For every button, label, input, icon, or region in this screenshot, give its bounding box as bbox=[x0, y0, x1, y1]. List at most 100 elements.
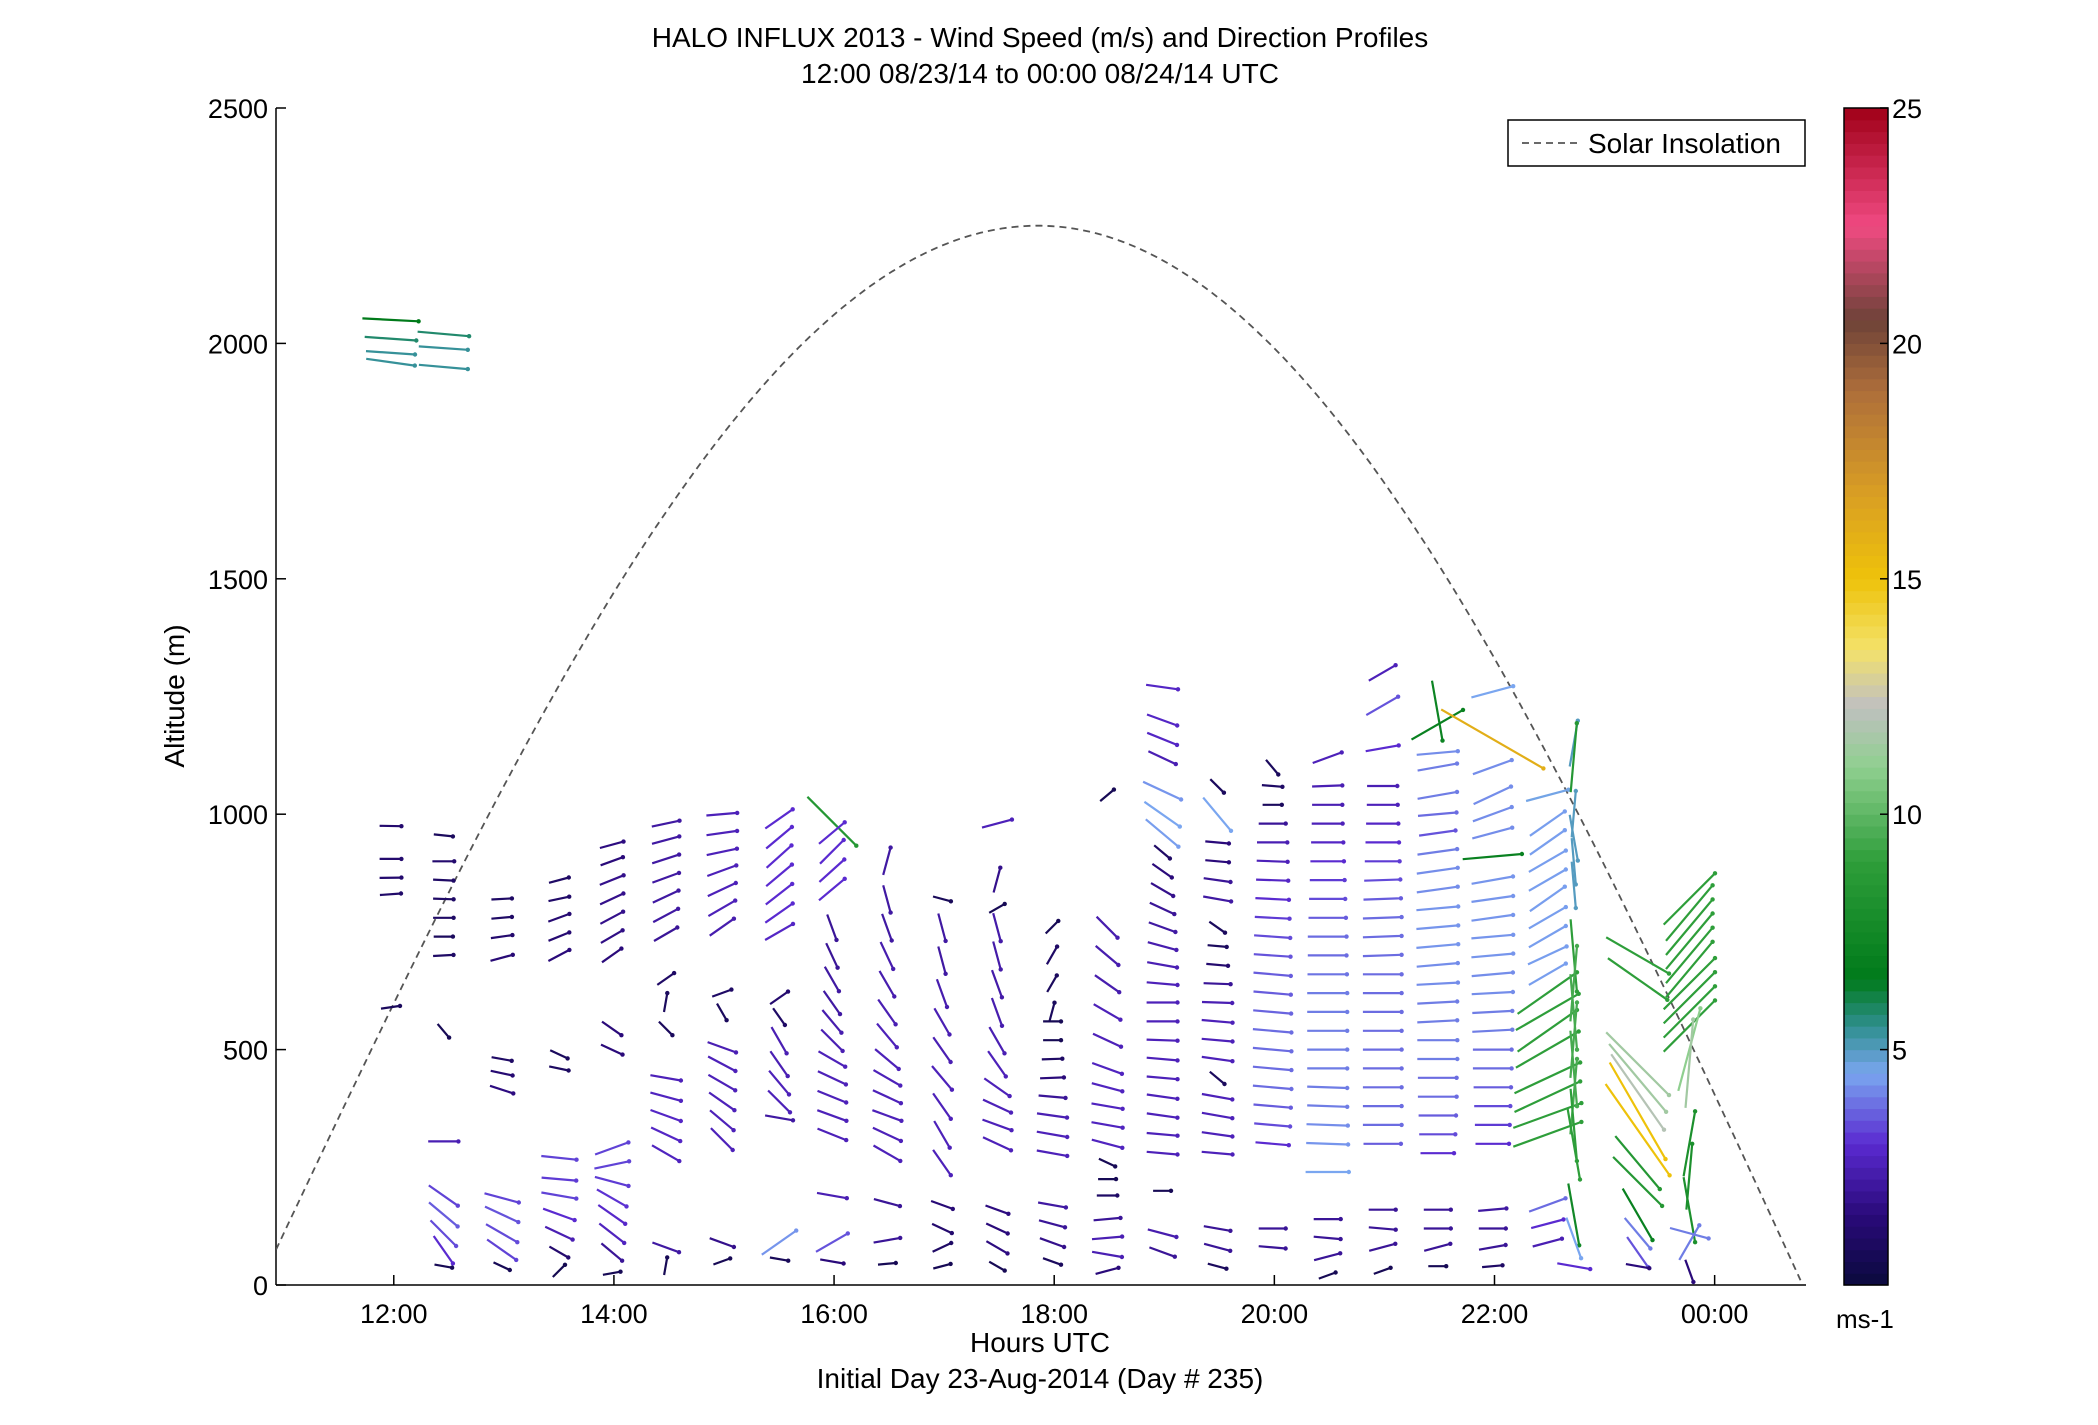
wind-arrow bbox=[1416, 866, 1458, 875]
wind-arrow bbox=[1529, 810, 1566, 837]
wind-arrow-head bbox=[1345, 1009, 1350, 1015]
wind-arrow bbox=[1604, 1083, 1671, 1176]
wind-arrow bbox=[1092, 1032, 1122, 1048]
wind-arrow bbox=[484, 1192, 520, 1204]
wind-arrow bbox=[1147, 941, 1177, 951]
wind-arrow bbox=[1042, 1257, 1062, 1266]
wind-arrow-head bbox=[1175, 1152, 1180, 1157]
wind-arrow bbox=[1091, 1102, 1123, 1110]
wind-arrow-head bbox=[1398, 877, 1403, 882]
wind-arrow-head bbox=[1113, 1164, 1118, 1169]
wind-arrow-head bbox=[1665, 997, 1670, 1002]
wind-arrow bbox=[1147, 1228, 1177, 1239]
wind-arrow-head bbox=[451, 878, 456, 883]
wind-arrow-head bbox=[1289, 1067, 1294, 1073]
wind-arrow-head bbox=[1111, 787, 1117, 792]
wind-arrow bbox=[1610, 1053, 1665, 1131]
wind-arrow bbox=[765, 863, 793, 888]
wind-arrow bbox=[1605, 936, 1670, 975]
wind-arrow-head bbox=[1508, 1085, 1514, 1090]
wind-arrow bbox=[1307, 1104, 1348, 1108]
wind-arrow-head bbox=[675, 925, 680, 930]
wind-arrow bbox=[1091, 1250, 1123, 1259]
wind-arrow-head bbox=[1399, 914, 1404, 920]
wind-arrow bbox=[770, 1026, 788, 1054]
wind-arrow bbox=[820, 1258, 844, 1265]
wind-arrow bbox=[1662, 872, 1716, 926]
wind-arrow bbox=[1046, 974, 1058, 993]
colorbar-band bbox=[1844, 1084, 1888, 1098]
wind-arrow-head bbox=[943, 938, 948, 944]
wind-arrow bbox=[1570, 861, 1577, 909]
wind-arrow bbox=[1516, 1009, 1578, 1053]
wind-arrow bbox=[1306, 1123, 1348, 1127]
wind-arrow-head bbox=[1230, 1020, 1235, 1025]
wind-arrow-head bbox=[620, 855, 626, 860]
colorbar-band bbox=[1844, 519, 1888, 533]
wind-arrow-head bbox=[1455, 999, 1460, 1004]
wind-arrow bbox=[992, 912, 1002, 942]
wind-arrow bbox=[599, 892, 624, 906]
wind-arrow bbox=[1532, 1237, 1563, 1248]
wind-arrow bbox=[1665, 941, 1714, 999]
wind-arrow-head bbox=[844, 1118, 849, 1124]
wind-arrow bbox=[985, 1204, 1009, 1215]
wind-arrow bbox=[817, 1127, 847, 1142]
wind-arrow-head bbox=[1288, 954, 1293, 959]
wind-arrow-head bbox=[948, 1173, 953, 1178]
wind-arrow bbox=[1471, 685, 1514, 699]
wind-arrow bbox=[418, 345, 468, 351]
wind-arrow-head bbox=[731, 1244, 737, 1250]
wind-arrow-head bbox=[1562, 884, 1568, 889]
colorbar-band bbox=[1844, 437, 1888, 450]
y-tick-label: 0 bbox=[253, 1271, 268, 1301]
wind-arrow-head bbox=[1341, 840, 1346, 845]
wind-arrow-head bbox=[416, 319, 421, 324]
wind-arrow bbox=[1253, 1009, 1292, 1015]
wind-arrow-head bbox=[1002, 901, 1007, 907]
wind-arrow bbox=[1665, 884, 1714, 942]
wind-arrow-head bbox=[515, 1240, 520, 1245]
wind-arrow-head bbox=[893, 1260, 898, 1266]
wind-arrow-head bbox=[1178, 797, 1184, 802]
wind-arrow-head bbox=[619, 1033, 624, 1038]
wind-arrow-head bbox=[1230, 1059, 1235, 1064]
wind-arrow-head bbox=[1175, 1096, 1180, 1102]
colorbar-band bbox=[1844, 331, 1888, 344]
wind-arrow-head bbox=[511, 1091, 516, 1096]
wind-arrow bbox=[1044, 920, 1060, 935]
wind-arrow-head bbox=[1120, 1125, 1125, 1130]
wind-arrow bbox=[1373, 1266, 1391, 1275]
wind-arrow bbox=[818, 821, 846, 845]
wind-arrow-head bbox=[1063, 1205, 1069, 1210]
colorbar-band bbox=[1844, 202, 1888, 215]
colorbar-band bbox=[1844, 990, 1888, 1004]
wind-arrow bbox=[1201, 1092, 1233, 1101]
wind-arrow-head bbox=[789, 843, 794, 848]
wind-arrow-head bbox=[1115, 935, 1120, 940]
colorbar-band bbox=[1844, 166, 1888, 180]
wind-arrow-head bbox=[1175, 1077, 1180, 1082]
wind-arrow bbox=[1569, 974, 1579, 1050]
wind-arrow bbox=[1146, 1131, 1178, 1137]
wind-arrow bbox=[1472, 806, 1513, 823]
colorbar-band bbox=[1844, 496, 1888, 509]
colorbar-band bbox=[1844, 920, 1888, 933]
wind-arrow-head bbox=[1509, 804, 1514, 810]
wind-arrow-head bbox=[1519, 851, 1525, 857]
wind-arrow-head bbox=[1650, 1237, 1655, 1243]
wind-arrow-head bbox=[1342, 877, 1347, 883]
wind-arrow bbox=[1621, 1188, 1654, 1241]
wind-arrow-head bbox=[1398, 896, 1404, 901]
wind-arrow-head bbox=[565, 1056, 570, 1061]
wind-arrow-head bbox=[449, 1265, 455, 1270]
wind-arrow-head bbox=[450, 1261, 456, 1266]
wind-arrow bbox=[1265, 759, 1280, 776]
wind-arrow bbox=[1677, 1008, 1702, 1092]
colorbar-band bbox=[1844, 708, 1888, 721]
colorbar-band bbox=[1844, 649, 1888, 662]
wind-arrow-head bbox=[844, 1100, 849, 1105]
wind-arrow-head bbox=[1340, 802, 1345, 807]
wind-arrow bbox=[651, 1144, 680, 1163]
wind-arrow-head bbox=[397, 1003, 403, 1009]
